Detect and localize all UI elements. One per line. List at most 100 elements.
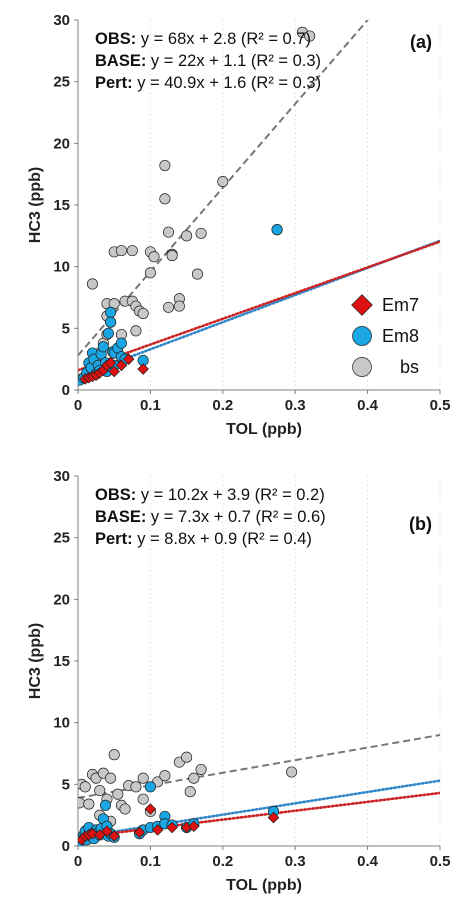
point-bs <box>286 766 298 778</box>
equation-obs: OBS: y = 68x + 2.8 (R² = 0.7) <box>95 30 311 48</box>
x-tick-label: 0.2 <box>212 397 233 414</box>
legend-label-Em7: Em7 <box>382 295 419 315</box>
point-Em8 <box>97 341 109 353</box>
point-bs <box>162 226 175 238</box>
y-tick-label: 5 <box>62 320 70 337</box>
point-bs <box>148 251 160 263</box>
x-tick-label: 0.2 <box>212 853 233 870</box>
equation-label: Pert: <box>95 530 137 548</box>
point-bs <box>304 30 316 42</box>
point-bs <box>159 193 171 205</box>
point-bs <box>195 763 207 776</box>
y-tick-label: 10 <box>53 715 70 732</box>
trendlines <box>78 20 440 378</box>
point-bs <box>137 793 149 805</box>
legend-marker-Em7 <box>351 294 373 316</box>
point-Em7 <box>144 803 157 815</box>
legend-marker-bs <box>352 357 372 377</box>
x-tick-label: 0.1 <box>140 397 161 414</box>
x-tick-label: 0.1 <box>140 853 161 870</box>
point-bs <box>86 278 99 290</box>
x-tick-label: 0 <box>74 397 82 414</box>
equation-label: BASE: <box>95 508 151 526</box>
panel-label: (a) <box>410 32 432 52</box>
point-Em7 <box>133 826 146 839</box>
point-Em7 <box>108 830 120 842</box>
point-Em7 <box>104 357 117 369</box>
point-bs <box>137 772 149 784</box>
point-Em8 <box>115 337 127 349</box>
equation-base: BASE: y = 7.3x + 0.7 (R² = 0.6) <box>95 508 326 526</box>
point-bs <box>112 788 124 800</box>
x-tick-label: 0 <box>74 853 82 870</box>
x-tick-label: 0.4 <box>357 397 379 414</box>
y-tick-label: 15 <box>53 653 70 670</box>
point-Em8 <box>144 781 156 793</box>
point-bs <box>144 267 156 279</box>
trendline-Em7 <box>78 240 440 372</box>
point-bs <box>105 772 117 784</box>
point-bs <box>173 300 185 312</box>
legend-label-Em8: Em8 <box>382 326 419 346</box>
x-tick-label: 0.3 <box>285 397 306 414</box>
legend-marker-Em8 <box>352 326 372 346</box>
point-bs <box>162 301 175 313</box>
x-tick-label: 0.5 <box>430 397 451 414</box>
point-bs <box>191 268 204 280</box>
x-axis-title: TOL (ppb) <box>226 877 302 894</box>
point-bs <box>130 325 142 337</box>
point-bs <box>188 772 200 784</box>
point-bs <box>108 749 120 761</box>
data-points <box>78 749 298 846</box>
point-Em7 <box>151 824 164 836</box>
equation-text: y = 22x + 1.1 (R² = 0.3) <box>151 52 321 70</box>
equation-label: OBS: <box>95 30 141 48</box>
point-Em7 <box>267 811 280 824</box>
equation-pert: Pert: y = 40.9x + 1.6 (R² = 0.3) <box>95 74 321 92</box>
equation-text: y = 68x + 2.8 (R² = 0.7) <box>141 30 311 48</box>
x-tick-label: 0.5 <box>430 853 451 870</box>
y-tick-label: 15 <box>53 197 70 214</box>
point-bs <box>119 803 131 815</box>
point-Em7 <box>86 827 99 840</box>
equation-label: Pert: <box>95 74 137 92</box>
chart-panel-a: 0 5 10 15 20 25 30 0 0.1 0.2 0.3 0.4 0.5 TOL (ppb) HC3… <box>27 12 451 438</box>
y-tick-label: 30 <box>53 468 70 485</box>
point-Em7 <box>188 820 200 833</box>
point-Em8 <box>105 316 117 328</box>
point-bs <box>137 307 149 320</box>
y-tick-label: 0 <box>62 382 70 399</box>
legend-label-bs: bs <box>400 357 419 377</box>
chart-panel-b: 0 5 10 15 20 25 30 0 0.1 0.2 0.3 0.4 0.5 TOL (ppb) HC3… <box>27 468 450 894</box>
y-axis-title: HC3 (ppb) <box>27 167 44 243</box>
x-tick-label: 0.3 <box>285 853 306 870</box>
point-Em8 <box>99 799 112 811</box>
panel-label: (b) <box>409 514 432 534</box>
trendline-bs <box>78 20 369 357</box>
point-bs <box>181 751 193 763</box>
point-bs <box>83 798 95 810</box>
y-tick-label: 0 <box>62 838 70 855</box>
y-tick-label: 25 <box>53 74 70 91</box>
y-axis-title: HC3 (ppb) <box>27 623 44 699</box>
trendline-Em7 <box>78 791 440 839</box>
point-bs <box>126 245 138 257</box>
point-bs <box>78 797 85 809</box>
point-bs <box>181 230 193 242</box>
point-bs <box>159 159 171 172</box>
point-Em7 <box>101 825 113 837</box>
equation-pert: Pert: y = 8.8x + 0.9 (R² = 0.4) <box>95 530 312 548</box>
x-tick-label: 0.4 <box>357 853 379 870</box>
equation-obs: OBS: y = 10.2x + 3.9 (R² = 0.2) <box>95 486 325 504</box>
point-Em8 <box>271 224 283 236</box>
legend: Em7 Em8 bs <box>351 294 419 377</box>
equation-label: BASE: <box>95 52 151 70</box>
data-points <box>78 26 316 386</box>
point-bs <box>166 250 178 262</box>
equation-label: OBS: <box>95 486 141 504</box>
point-Em7 <box>137 363 149 375</box>
point-Em7 <box>115 359 128 372</box>
y-tick-label: 10 <box>53 259 70 276</box>
point-bs <box>195 227 207 239</box>
